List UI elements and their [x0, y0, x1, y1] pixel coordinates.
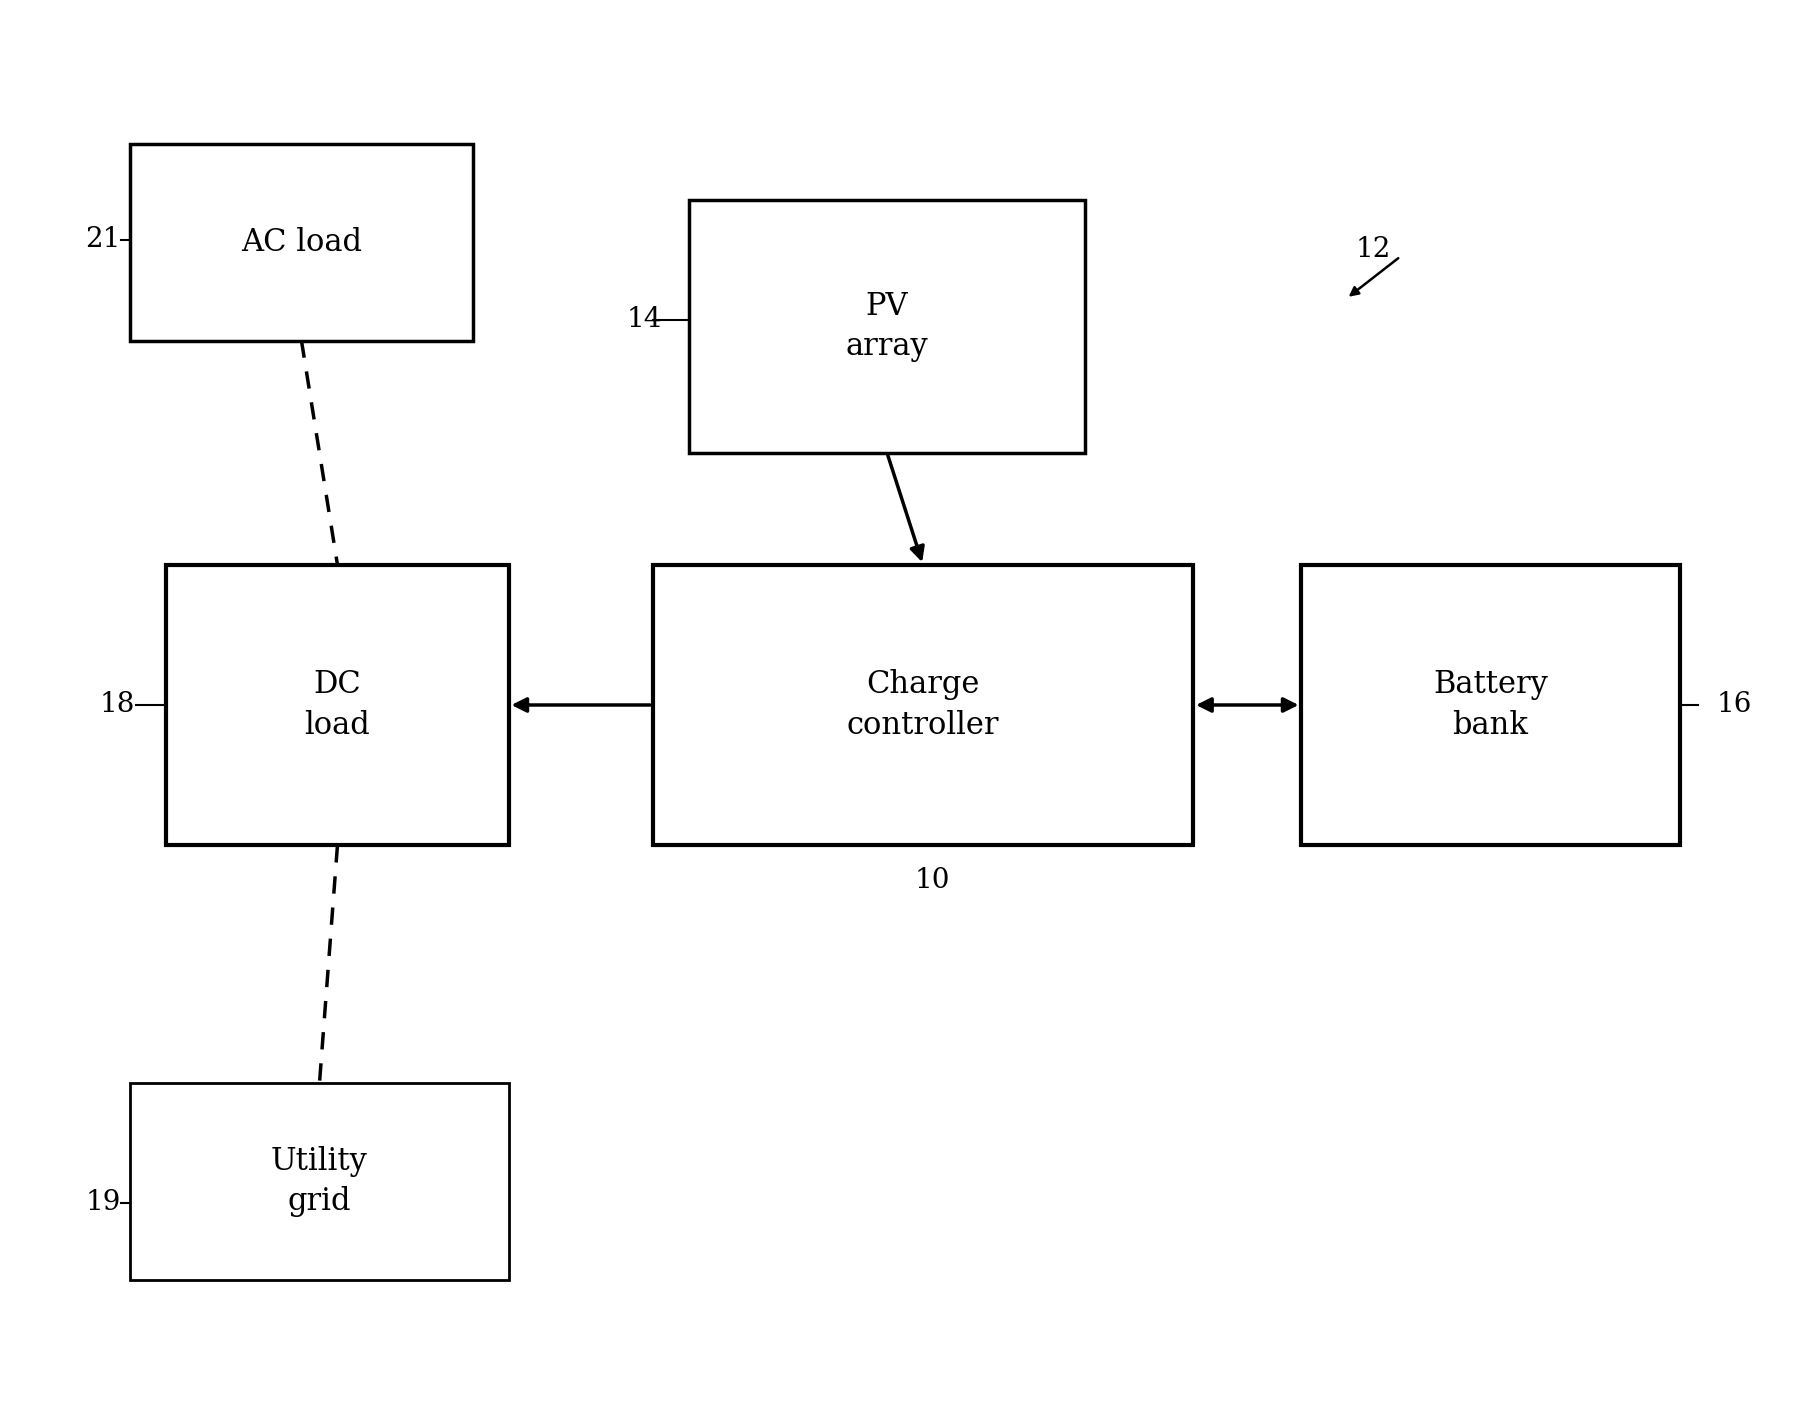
Text: DC
load: DC load: [304, 670, 371, 740]
FancyBboxPatch shape: [1301, 565, 1680, 845]
FancyBboxPatch shape: [130, 144, 472, 341]
Text: 12: 12: [1356, 235, 1392, 262]
Text: 18: 18: [100, 691, 136, 719]
Text: Utility
grid: Utility grid: [272, 1146, 367, 1217]
FancyBboxPatch shape: [690, 200, 1086, 453]
Text: 10: 10: [914, 867, 950, 894]
Text: 21: 21: [85, 226, 121, 254]
Text: 19: 19: [85, 1189, 121, 1215]
Text: Charge
controller: Charge controller: [847, 670, 999, 740]
Text: 14: 14: [626, 306, 661, 333]
Text: 16: 16: [1716, 691, 1752, 719]
Text: Battery
bank: Battery bank: [1434, 670, 1548, 740]
FancyBboxPatch shape: [653, 565, 1193, 845]
Text: AC load: AC load: [241, 227, 362, 258]
FancyBboxPatch shape: [167, 565, 509, 845]
Text: PV
array: PV array: [845, 290, 929, 362]
FancyBboxPatch shape: [130, 1083, 509, 1280]
